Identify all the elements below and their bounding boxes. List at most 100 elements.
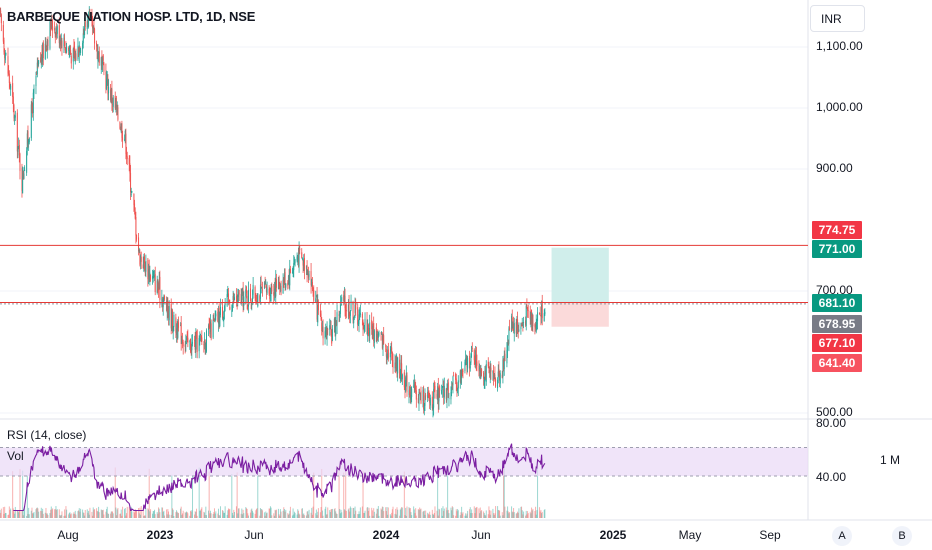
volume-bar — [254, 513, 256, 518]
volume-legend[interactable]: Vol — [7, 449, 24, 463]
candle-body — [387, 349, 389, 356]
volume-bar — [293, 514, 295, 518]
candle-body — [339, 302, 341, 315]
volume-bar — [433, 514, 435, 518]
volume-bar — [245, 508, 247, 518]
volume-bar — [331, 508, 333, 518]
volume-bar — [205, 506, 207, 518]
rsi-legend[interactable]: RSI (14, close) — [7, 428, 87, 442]
currency-button[interactable]: INR — [810, 5, 865, 32]
candle — [331, 329, 333, 347]
button-b[interactable]: B — [892, 526, 912, 546]
candle — [122, 130, 124, 148]
volume-bar — [476, 506, 478, 518]
volume-bar — [266, 512, 268, 518]
candle-body — [410, 395, 412, 400]
volume-bar — [168, 511, 170, 518]
volume-bar — [54, 509, 56, 518]
volume-bar — [229, 508, 231, 518]
candle — [191, 334, 193, 359]
volume-bar — [330, 509, 332, 518]
candle-body — [172, 329, 174, 333]
button-a[interactable]: A — [832, 526, 852, 546]
volume-bar — [152, 513, 154, 518]
volume-bar — [287, 514, 289, 518]
candle — [30, 101, 32, 141]
candle — [33, 84, 35, 100]
price-tag: 771.00 — [812, 240, 862, 258]
candle — [182, 339, 184, 355]
volume-bar — [285, 509, 287, 518]
candle-body — [289, 268, 291, 273]
candle — [301, 248, 303, 259]
volume-bar — [273, 515, 275, 518]
candle-body — [84, 20, 86, 27]
candle — [396, 355, 398, 378]
rsi-line — [13, 443, 546, 512]
volume-bar — [224, 506, 226, 518]
volume-bar — [279, 515, 281, 518]
candle — [466, 355, 468, 375]
volume-bar — [396, 507, 398, 518]
candle — [181, 335, 183, 345]
candle-body — [79, 46, 81, 52]
volume-bar — [354, 506, 356, 518]
volume-bar — [0, 512, 2, 518]
candle — [170, 298, 172, 335]
candle-body — [367, 325, 369, 337]
candle-body — [326, 326, 328, 340]
candle-body — [307, 274, 309, 276]
candle — [245, 285, 247, 305]
candle-body — [26, 150, 28, 173]
candle-body — [294, 259, 296, 264]
volume-bar — [350, 507, 352, 518]
candle — [261, 281, 263, 297]
volume-bar — [130, 506, 132, 518]
candle-body — [269, 294, 271, 297]
candle-body — [358, 314, 360, 325]
candle-body — [74, 55, 76, 62]
volume-bar — [106, 509, 108, 518]
candle-body — [371, 320, 373, 330]
candle — [438, 387, 440, 410]
volume-bar — [456, 511, 458, 518]
candle-body — [334, 318, 336, 333]
candle-body — [192, 342, 194, 344]
volume-bar — [22, 515, 24, 518]
candle-body — [77, 45, 79, 60]
volume-bar — [487, 514, 489, 518]
volume-bar — [138, 513, 140, 518]
candle-body — [91, 12, 93, 21]
volume-bar — [349, 511, 351, 518]
volume-bar — [378, 515, 380, 518]
volume-bar — [363, 512, 365, 518]
volume-bar — [4, 513, 6, 518]
candle-body — [157, 282, 159, 290]
candle-body — [381, 335, 383, 349]
volume-bar — [527, 513, 529, 518]
candle — [3, 37, 5, 55]
candle-body — [308, 273, 310, 277]
volume-bar — [450, 507, 452, 518]
candle-body — [283, 280, 285, 285]
volume-bar — [291, 515, 293, 518]
candle-body — [335, 321, 337, 327]
candle — [495, 377, 497, 388]
candle — [284, 268, 286, 291]
candle-body — [68, 47, 70, 51]
candle — [204, 339, 206, 355]
candle — [470, 352, 472, 366]
candle — [148, 259, 150, 283]
volume-bar — [12, 471, 14, 518]
candle — [513, 316, 515, 334]
candle-body — [212, 319, 214, 338]
volume-bar — [488, 506, 490, 518]
candle-body — [495, 379, 497, 387]
candle — [287, 280, 289, 290]
volume-bar — [347, 509, 349, 518]
candle — [157, 279, 159, 293]
volume-bar — [382, 506, 384, 518]
candle — [13, 103, 15, 122]
candle-body — [539, 313, 541, 315]
